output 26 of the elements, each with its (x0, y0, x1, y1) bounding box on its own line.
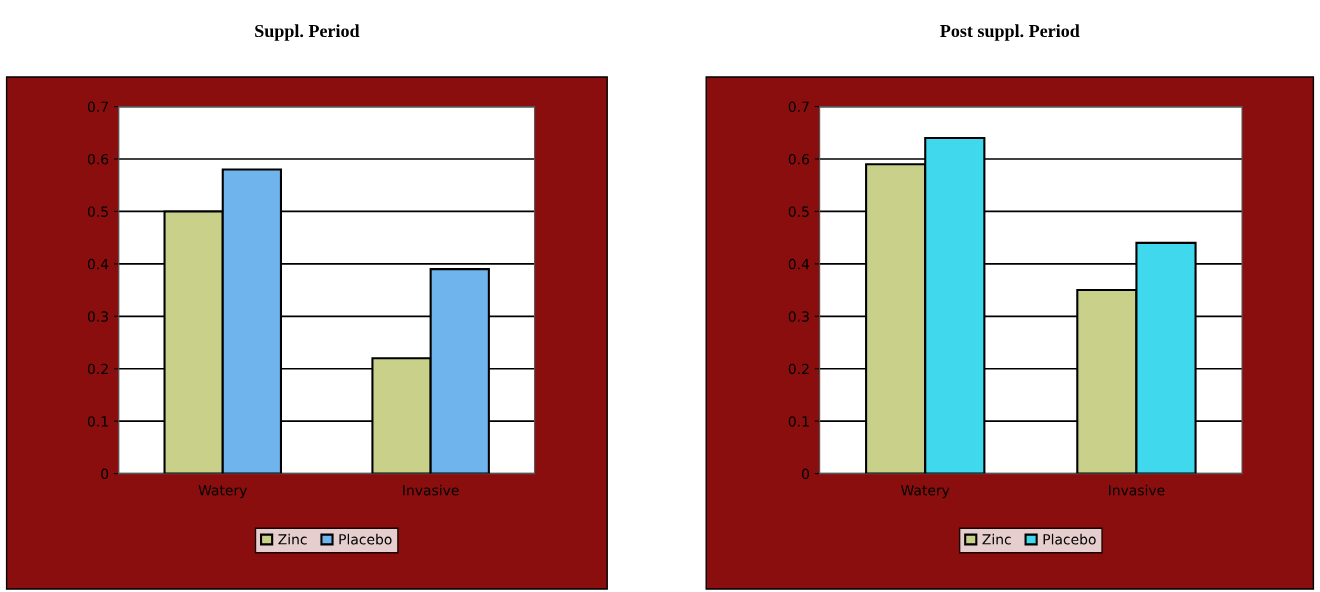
y-tick-label: 0.6 (87, 153, 109, 165)
y-tick-label: 0.5 (87, 206, 108, 217)
legend-label: Placebo (339, 533, 392, 545)
chart-title: Post suppl. Period (940, 24, 1080, 41)
y-tick-label: 0 (101, 468, 109, 480)
y-tick-label: 0.6 (788, 153, 810, 165)
y-tick-label: 0.2 (788, 363, 809, 375)
x-tick-label: Watery (198, 485, 247, 499)
y-tick-label: 0.7 (788, 101, 809, 113)
y-tick-label: 0.4 (788, 258, 810, 270)
y-tick-label: 0.1 (87, 416, 108, 427)
y-tick-label: 0.3 (87, 311, 108, 322)
y-tick-label: 0 (801, 468, 809, 480)
y-tick-label: 0.1 (788, 416, 809, 427)
y-tick-label: 0.4 (87, 258, 109, 270)
chart-title: Suppl. Period (255, 24, 360, 41)
legend-label: Placebo (1043, 533, 1096, 545)
legend-label: Zinc (982, 533, 1011, 545)
x-tick-label: Invasive (403, 484, 459, 496)
x-tick-label: Invasive (1109, 484, 1165, 496)
x-tick-label: Watery (901, 485, 950, 499)
legend-label: Zinc (278, 533, 307, 545)
y-tick-label: 0.2 (87, 363, 108, 375)
y-tick-label: 0.7 (87, 101, 108, 113)
y-tick-label: 0.5 (788, 206, 809, 217)
y-tick-label: 0.3 (788, 311, 809, 322)
